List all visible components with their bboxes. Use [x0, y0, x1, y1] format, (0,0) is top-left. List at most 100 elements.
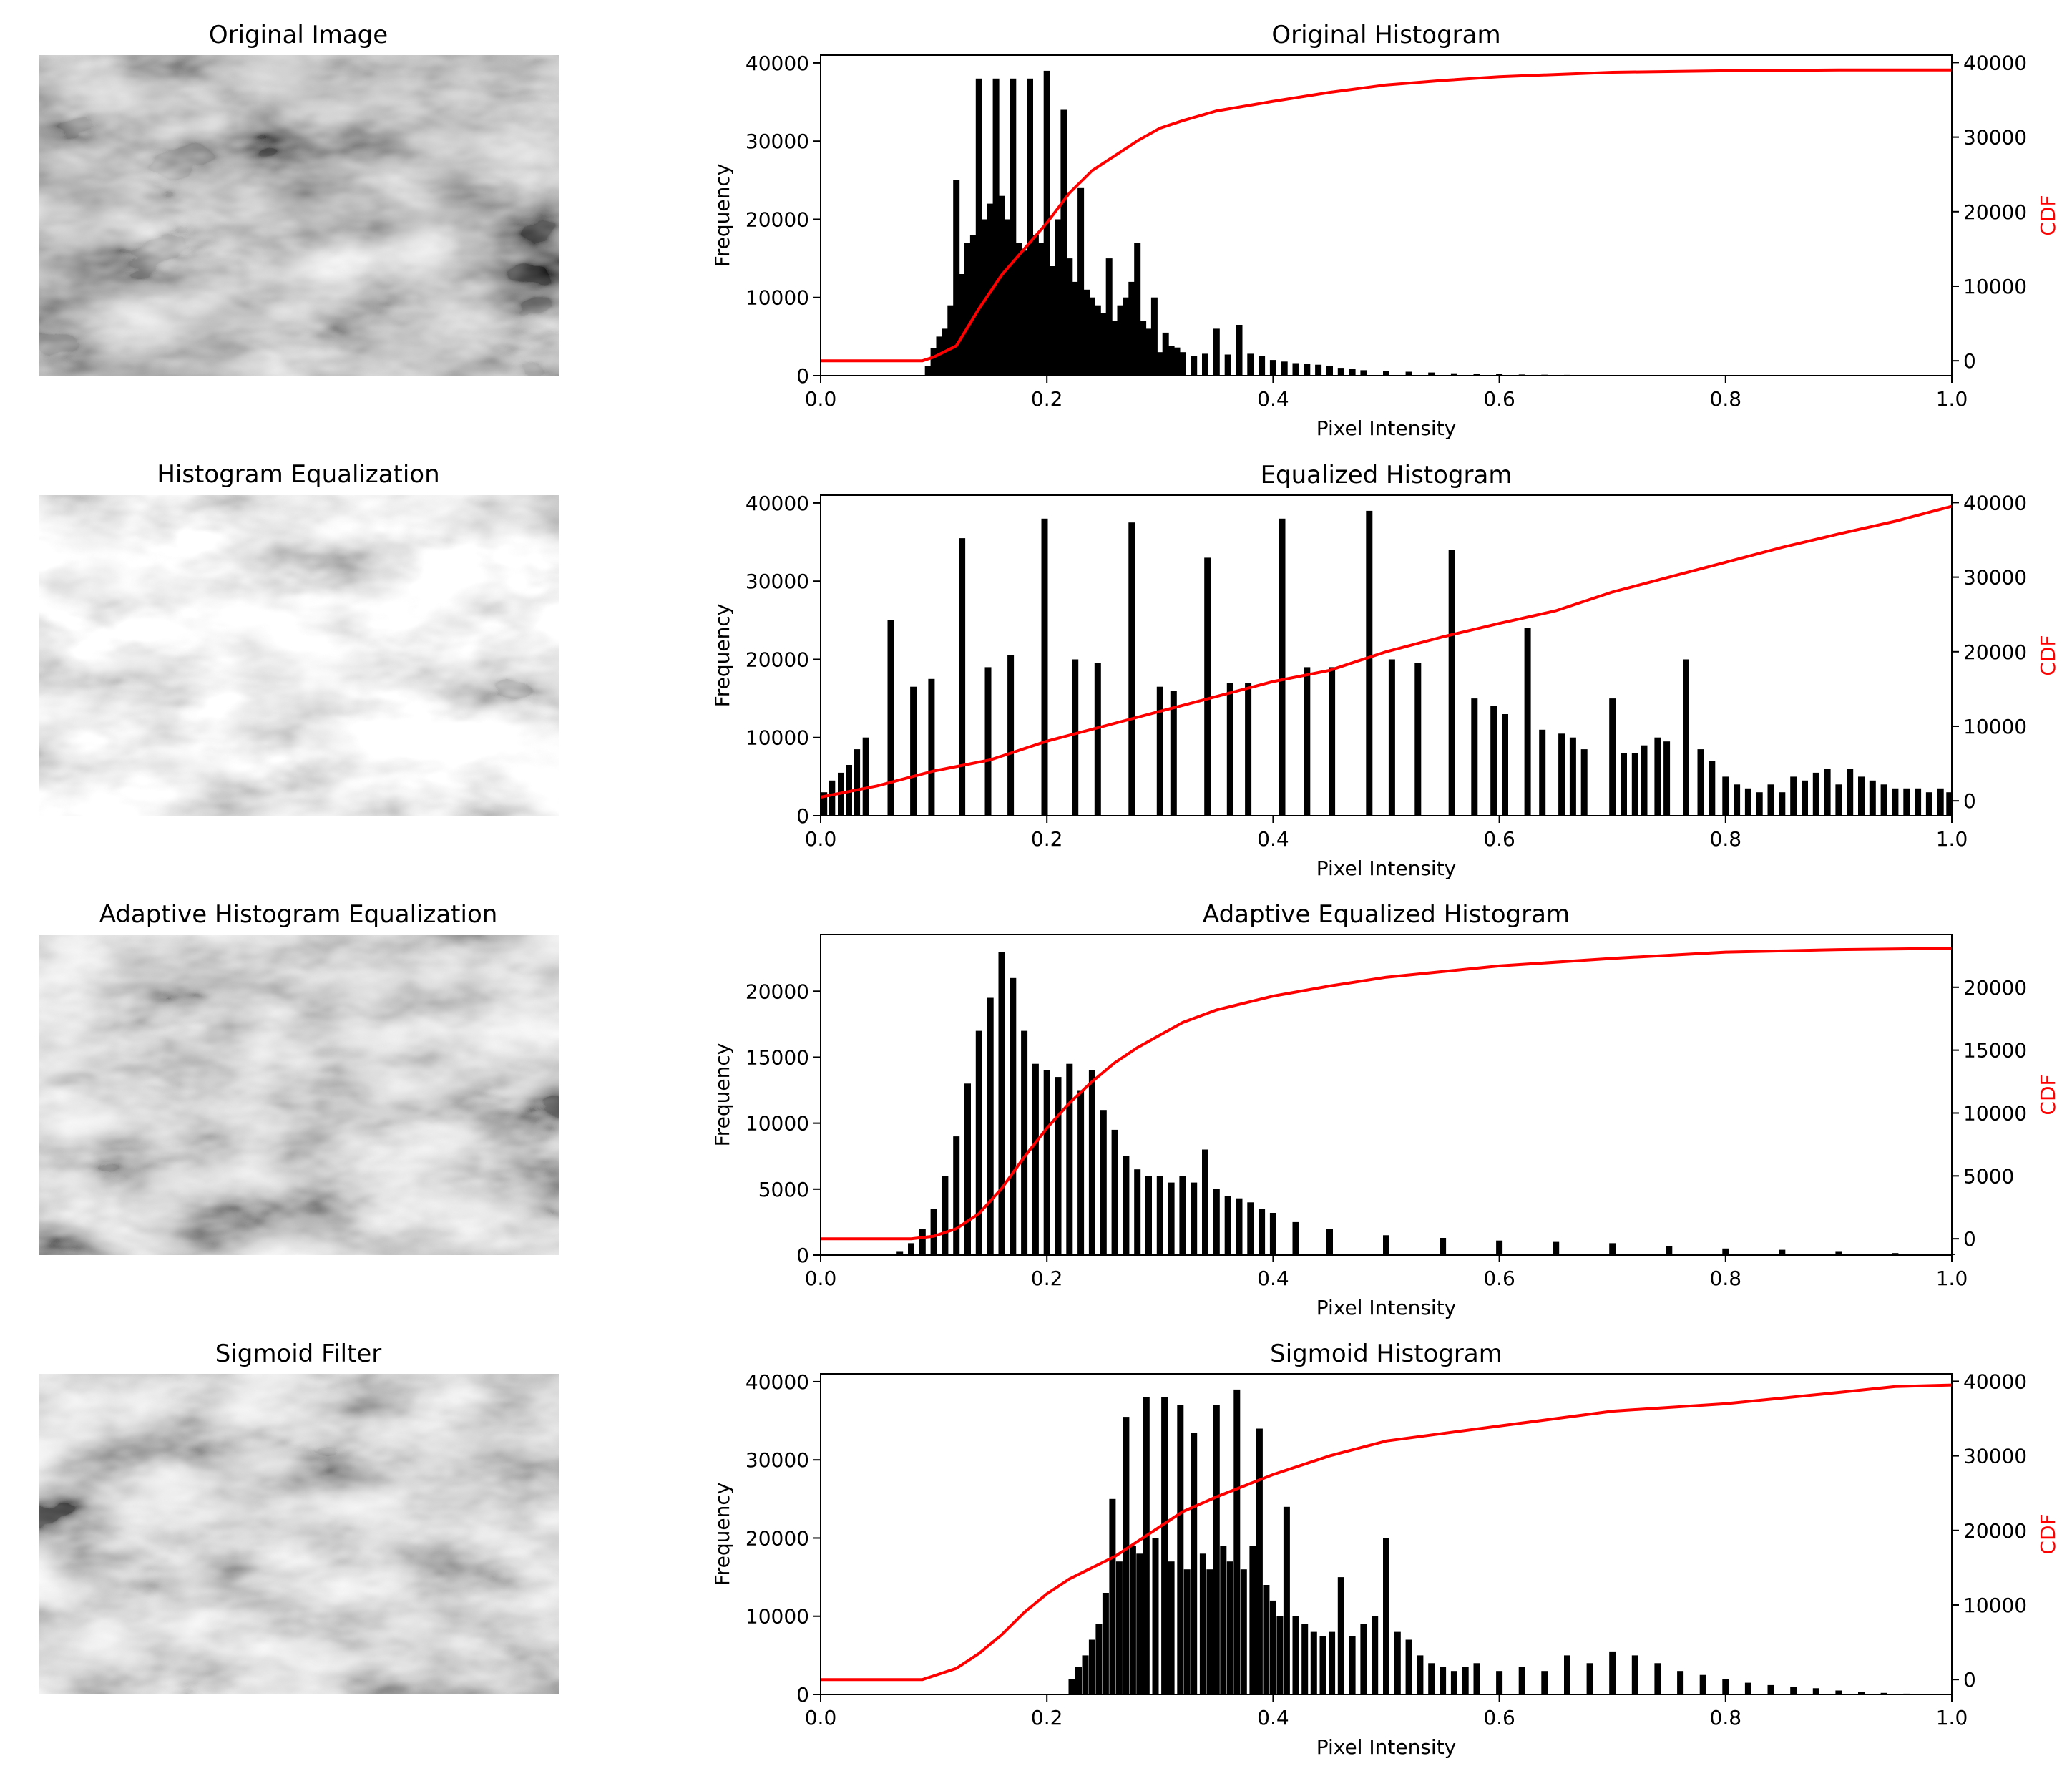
histogram-bar — [1880, 1692, 1887, 1694]
y-tick-label: 40000 — [746, 492, 809, 515]
x-axis-label: Pixel Intensity — [1316, 1296, 1457, 1319]
histogram-bar — [1109, 1498, 1116, 1694]
chart-adaptive-equalized-histogram: Adaptive Equalized Histogram 0.0 0.2 0.4 0.6… — [710, 900, 2060, 1319]
histogram-bar — [1292, 1616, 1299, 1694]
histogram-bar — [975, 1030, 982, 1255]
histogram-bar — [998, 952, 1005, 1255]
cdf-line — [821, 68, 1952, 363]
histogram-bar — [1177, 1405, 1184, 1694]
chart-sigmoid-histogram: Sigmoid Histogram 0.0 0.2 0.4 0.6 0.8 1.0 0 1000… — [710, 1340, 2060, 1759]
y-tick-label: 20000 — [746, 648, 809, 671]
histogram-bar — [1812, 1688, 1819, 1694]
histogram-bar — [1276, 1616, 1284, 1694]
y2-tick-label: 20000 — [1963, 640, 2027, 664]
x-tick-label: 0.2 — [1031, 1267, 1063, 1290]
image-title-equalization: Histogram Equalization — [157, 460, 439, 489]
histogram-bar — [1366, 510, 1373, 816]
x-tick-label: 0.4 — [1257, 1267, 1289, 1290]
chart-title: Equalized Histogram — [1261, 461, 1513, 489]
histogram-bar — [1259, 1209, 1266, 1255]
histogram-bar — [1326, 1229, 1333, 1255]
histogram-bar — [1880, 784, 1887, 816]
histogram-bar — [1337, 1577, 1344, 1694]
histogram-bar — [1586, 1663, 1593, 1694]
histogram-bar — [1428, 1663, 1435, 1694]
image-panel-adaptive: Adaptive Histogram Equalization — [39, 900, 559, 1255]
image-title-adaptive: Adaptive Histogram Equalization — [99, 900, 498, 929]
histogram-bar — [1360, 370, 1367, 376]
chart-title: Adaptive Equalized Histogram — [1203, 900, 1570, 929]
histogram-bar — [1609, 1651, 1616, 1694]
x-tick-label: 1.0 — [1936, 387, 1968, 411]
histogram-bar — [930, 348, 937, 376]
y2-tick-label: 0 — [1963, 1227, 1976, 1251]
histogram-bar — [1032, 1063, 1039, 1255]
x-tick-label: 1.0 — [1936, 1267, 1968, 1290]
histogram-bar — [1041, 518, 1048, 816]
histogram-bar — [1824, 769, 1831, 816]
histogram-bar — [1631, 753, 1638, 816]
y2-tick-label: 0 — [1963, 349, 1976, 373]
histogram-bar — [1128, 281, 1135, 376]
image-panel-equalization: Histogram Equalization — [39, 460, 559, 816]
histogram-bar — [1779, 1249, 1786, 1255]
histogram-bar — [1641, 745, 1648, 816]
x-tick-label: 0.8 — [1710, 827, 1742, 851]
histogram-bar — [936, 336, 943, 376]
y2-tick-label: 30000 — [1963, 126, 2027, 150]
histogram-bar — [1010, 977, 1017, 1255]
histogram-bar — [1170, 691, 1177, 816]
histogram-bar — [1697, 749, 1704, 816]
histogram-bar — [1394, 1631, 1401, 1694]
histogram-bar — [1140, 321, 1147, 376]
histogram-bar — [1068, 1679, 1075, 1694]
histogram-bar — [1095, 1624, 1103, 1694]
histogram-bar — [1304, 364, 1311, 376]
histogram-bar — [1790, 1687, 1797, 1694]
histogram-bar — [1115, 1561, 1123, 1694]
histogram-bar — [1156, 686, 1163, 816]
histogram-bar — [1869, 780, 1876, 816]
histogram-bar — [1541, 1671, 1548, 1694]
histogram-bar — [1094, 305, 1101, 376]
histogram-bar — [998, 195, 1005, 376]
histogram-bar — [1077, 1090, 1085, 1255]
histogram-bar — [1683, 659, 1689, 816]
histogram-bar — [1609, 1243, 1616, 1255]
y2-tick-label: 30000 — [1963, 1445, 2027, 1468]
histogram-bar — [1609, 698, 1616, 816]
histogram-bar — [1191, 356, 1198, 376]
histogram-bar — [1129, 1546, 1136, 1694]
histogram-bar — [1082, 1655, 1089, 1694]
histogram-bar — [1569, 737, 1576, 816]
histogram-bar — [1269, 1600, 1276, 1694]
histogram-bar — [953, 180, 960, 376]
histogram-bar — [1337, 368, 1344, 376]
histogram-bar — [1360, 1624, 1367, 1694]
histogram-bar — [1329, 1631, 1336, 1694]
histogram-bar — [1372, 1616, 1379, 1694]
x-axis-label: Pixel Intensity — [1316, 857, 1457, 880]
histogram-bar — [1473, 1663, 1480, 1694]
histogram-bar — [1179, 352, 1186, 376]
histogram-bar — [887, 620, 894, 816]
histogram-bar — [1722, 1248, 1729, 1255]
histogram-bar — [1191, 1433, 1198, 1694]
histogram-bar — [975, 78, 982, 376]
histogram-bar — [1301, 1624, 1309, 1694]
cdf-line — [821, 947, 1953, 1241]
histogram-bar — [1088, 1070, 1095, 1255]
histogram-bar — [1226, 1561, 1233, 1694]
histogram-bar — [1417, 1655, 1424, 1694]
histogram-bar — [1471, 698, 1478, 816]
histogram-bar — [1173, 347, 1181, 376]
histogram-bar — [1075, 1667, 1082, 1694]
x-axis-label: Pixel Intensity — [1316, 416, 1457, 440]
histogram-bar — [919, 1229, 926, 1255]
histogram-bar — [1240, 1569, 1247, 1694]
histogram-bar — [1156, 1176, 1163, 1255]
histogram-bar — [1496, 374, 1503, 376]
histogram-bar — [1168, 1182, 1175, 1255]
histogram-bar — [1077, 187, 1085, 376]
histogram-bar — [1224, 1196, 1231, 1255]
